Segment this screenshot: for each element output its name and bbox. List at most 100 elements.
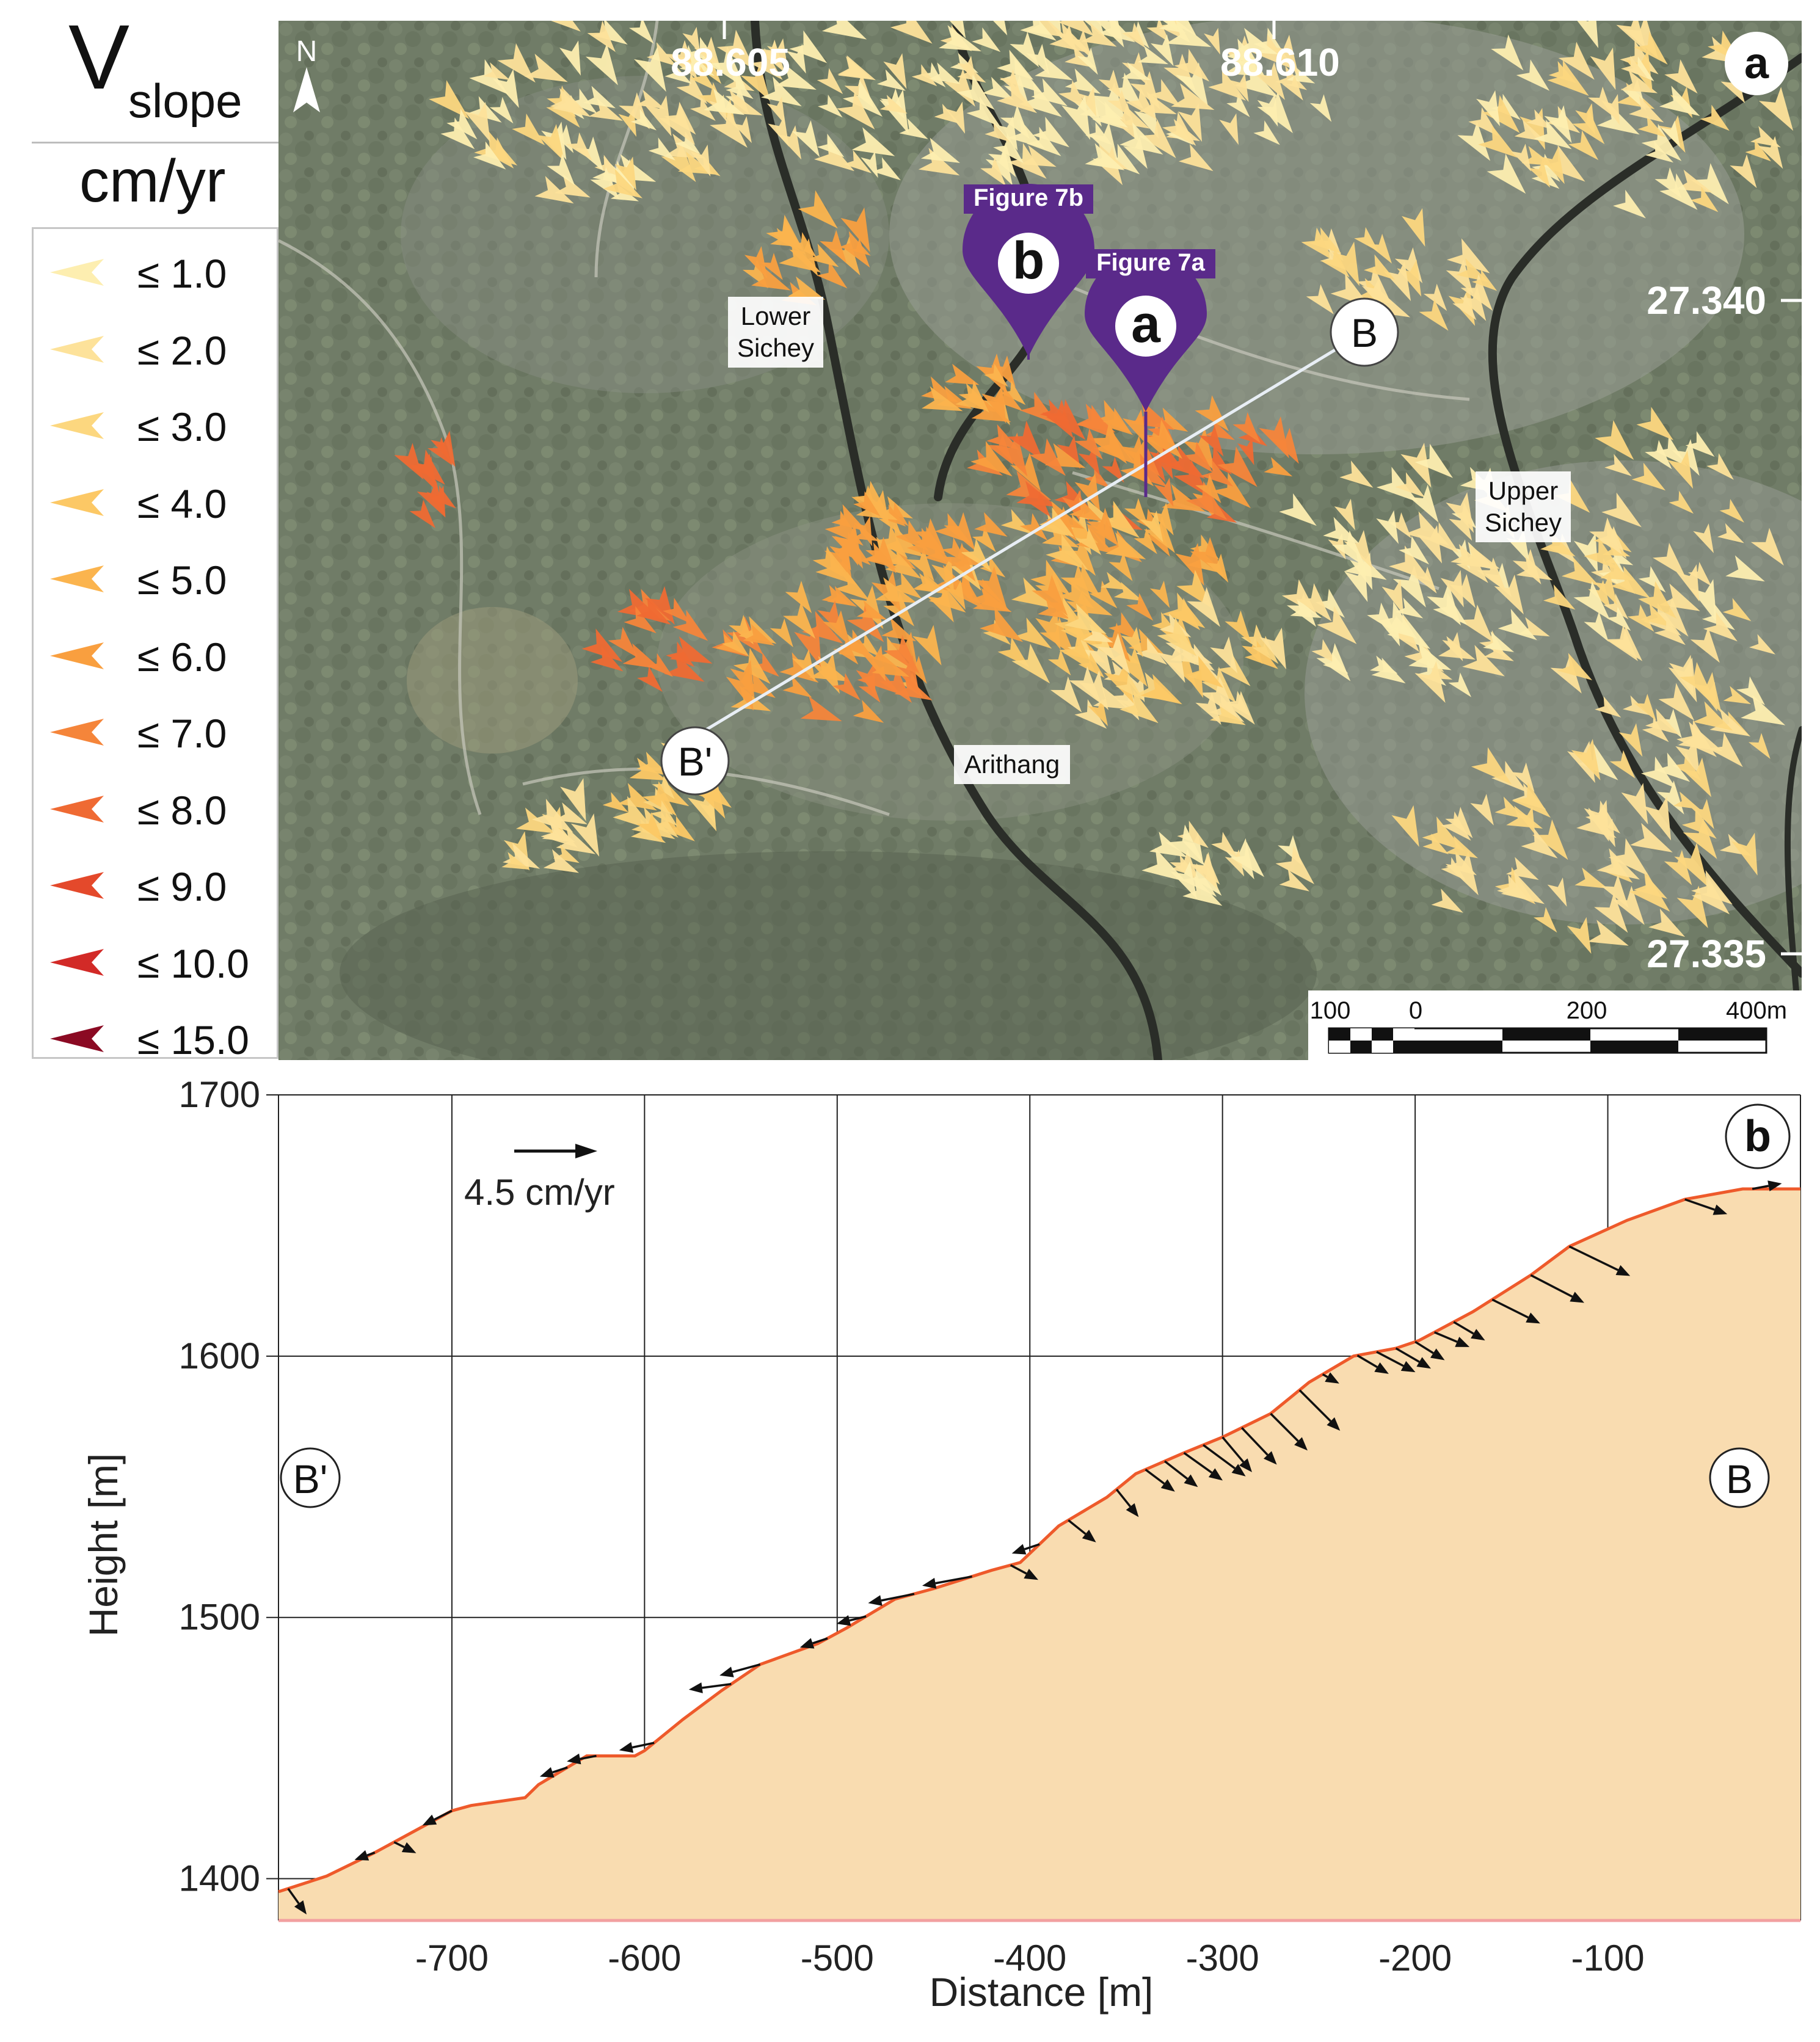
velocity-arrow <box>646 42 677 67</box>
velocity-arrow <box>1584 611 1609 642</box>
velocity-arrow <box>1471 747 1512 785</box>
y-tick-label: 1400 <box>179 1858 260 1899</box>
place-label-upper-sichey: Upper Sichey <box>1476 471 1571 542</box>
velocity-arrow <box>1736 676 1765 705</box>
velocity-arrow <box>1264 457 1293 477</box>
velocity-vector <box>1491 1298 1529 1319</box>
place-arithang: Arithang <box>964 750 1060 779</box>
legend-item-label: ≤ 7.0 <box>137 711 227 756</box>
velocity-arrow <box>1758 87 1794 131</box>
velocity-arrow <box>1687 562 1712 586</box>
velocity-arrow <box>1693 701 1733 731</box>
velocity-arrow <box>1078 652 1105 678</box>
velocity-arrow <box>1244 641 1278 669</box>
velocity-arrow <box>1528 159 1551 188</box>
velocity-arrow <box>1593 573 1617 605</box>
velocity-arrow <box>1140 511 1163 543</box>
velocity-arrow <box>1275 845 1314 884</box>
velocity-arrow <box>1376 510 1399 544</box>
velocity-arrow <box>875 577 917 603</box>
y-tick-label: 1500 <box>179 1597 260 1638</box>
velocity-vector <box>732 1663 761 1673</box>
velocity-arrowhead-icon <box>1327 1417 1341 1431</box>
reference-vector-label: 4.5 cm/yr <box>464 1172 615 1213</box>
velocity-arrow <box>1664 59 1698 94</box>
velocity-arrow <box>1659 583 1700 611</box>
velocity-arrow <box>1029 438 1066 476</box>
velocity-arrowhead-icon <box>1239 1458 1252 1472</box>
velocity-arrow <box>1068 29 1092 59</box>
velocity-arrow <box>1601 94 1620 125</box>
velocity-arrow <box>984 363 1008 387</box>
velocity-arrow <box>547 153 575 186</box>
terrain-profile-line <box>278 1187 1800 1894</box>
velocity-arrow <box>1506 805 1543 829</box>
velocity-arrow <box>920 62 946 87</box>
velocity-arrow <box>554 173 591 198</box>
velocity-arrow <box>972 27 1001 53</box>
velocity-arrow <box>845 238 870 268</box>
legend-item: ≤ 5.0 <box>49 543 275 611</box>
velocity-arrow <box>1019 82 1062 117</box>
velocity-arrow <box>1594 892 1628 933</box>
velocity-arrow <box>1212 472 1251 509</box>
velocity-arrow <box>663 597 691 623</box>
velocity-arrow <box>832 673 861 700</box>
velocity-arrow <box>1137 45 1168 65</box>
velocity-arrow <box>1093 427 1136 465</box>
velocity-arrow <box>733 648 771 685</box>
velocity-vector <box>287 1888 300 1905</box>
velocity-arrow <box>782 601 816 639</box>
velocity-arrow <box>1236 48 1265 78</box>
velocity-arrow <box>1154 21 1179 32</box>
profile-panel-label: b <box>1725 1103 1791 1169</box>
velocity-arrow <box>1059 633 1096 673</box>
velocity-arrow <box>1609 625 1643 661</box>
velocity-arrow <box>710 108 748 148</box>
velocity-arrow <box>775 64 817 90</box>
velocity-arrow <box>1171 83 1215 110</box>
velocity-arrow <box>664 101 696 135</box>
velocity-vector <box>552 1766 568 1774</box>
velocity-arrow <box>707 46 746 89</box>
velocity-arrow <box>482 137 514 169</box>
velocity-arrow <box>1601 492 1642 528</box>
velocity-arrow <box>1163 445 1206 479</box>
velocity-arrow <box>856 600 887 620</box>
legend-item: ≤ 2.0 <box>49 314 275 381</box>
velocity-vector <box>1376 1351 1404 1367</box>
velocity-arrow <box>1085 143 1125 170</box>
velocity-arrow <box>1558 42 1595 80</box>
velocity-arrow <box>779 241 821 273</box>
velocity-arrow <box>534 176 574 204</box>
velocity-arrow <box>721 631 749 657</box>
velocity-arrow <box>590 167 620 200</box>
x-tick-label: -100 <box>1571 1938 1645 1978</box>
velocity-arrow <box>636 598 671 625</box>
profile-endpoint-b-label: B <box>1351 310 1378 355</box>
velocity-arrow <box>549 21 581 32</box>
velocity-arrow <box>672 609 708 641</box>
velocity-arrow <box>1089 580 1118 609</box>
velocity-arrow <box>1595 696 1622 718</box>
velocity-arrow <box>570 813 600 857</box>
velocity-vector <box>1024 1543 1040 1550</box>
velocity-arrow <box>1269 34 1299 75</box>
legend-item: ≤ 10.0 <box>49 927 275 994</box>
scale-label-200: 200 <box>1567 997 1607 1024</box>
velocity-arrow <box>1414 661 1446 703</box>
velocity-arrow <box>1066 564 1101 598</box>
velocity-arrow <box>823 610 851 647</box>
map-marker-b[interactable]: b Figure 7b <box>963 184 1094 360</box>
velocity-arrow <box>1235 27 1279 54</box>
velocity-arrow <box>1708 732 1743 768</box>
velocity-arrow <box>587 21 616 53</box>
legend-item-label: ≤ 9.0 <box>137 864 227 909</box>
velocity-vector <box>1115 1488 1132 1508</box>
velocity-vector <box>935 1575 972 1585</box>
reference-arrowhead-icon <box>575 1144 597 1158</box>
velocity-arrow <box>879 667 912 703</box>
velocity-arrowhead-icon <box>1231 1464 1246 1477</box>
map-marker-a[interactable]: a Figure 7a <box>1085 249 1215 497</box>
velocity-arrow <box>1257 93 1278 127</box>
